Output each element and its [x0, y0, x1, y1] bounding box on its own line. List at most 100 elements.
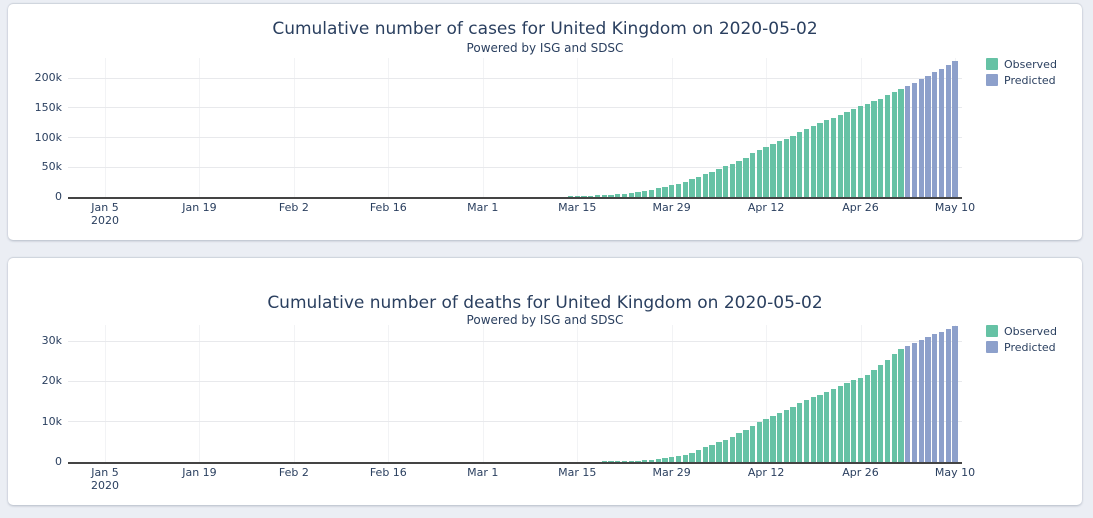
- observed-bar[interactable]: [770, 144, 776, 197]
- predicted-bar[interactable]: [945, 329, 951, 462]
- observed-bar[interactable]: [722, 166, 729, 197]
- observed-bar[interactable]: [675, 183, 682, 197]
- predicted-bar[interactable]: [905, 86, 911, 197]
- legend-item-predicted[interactable]: Predicted: [986, 72, 1057, 88]
- predicted-bar[interactable]: [945, 64, 951, 197]
- observed-bar[interactable]: [898, 348, 904, 462]
- observed-bar[interactable]: [695, 450, 702, 462]
- predicted-bar[interactable]: [911, 342, 918, 462]
- observed-bar[interactable]: [776, 141, 783, 197]
- observed-bar[interactable]: [871, 101, 877, 197]
- observed-bar[interactable]: [898, 88, 904, 197]
- observed-bar[interactable]: [803, 399, 810, 462]
- observed-bar[interactable]: [830, 117, 837, 197]
- observed-bar[interactable]: [763, 419, 769, 462]
- predicted-bar[interactable]: [952, 60, 958, 197]
- observed-bar[interactable]: [891, 353, 897, 462]
- observed-bar[interactable]: [608, 194, 614, 197]
- observed-bar[interactable]: [783, 410, 789, 462]
- observed-bar[interactable]: [817, 122, 823, 197]
- predicted-bar[interactable]: [932, 334, 938, 462]
- observed-bar[interactable]: [891, 91, 897, 197]
- observed-bar[interactable]: [662, 457, 668, 462]
- observed-bar[interactable]: [851, 108, 857, 197]
- observed-bar[interactable]: [797, 132, 803, 197]
- predicted-bar[interactable]: [938, 68, 945, 197]
- observed-bar[interactable]: [736, 433, 742, 462]
- observed-bar[interactable]: [756, 150, 762, 197]
- observed-bar[interactable]: [756, 422, 762, 462]
- observed-bar[interactable]: [581, 196, 587, 197]
- observed-bar[interactable]: [709, 444, 715, 462]
- observed-bar[interactable]: [635, 192, 641, 197]
- observed-bar[interactable]: [588, 195, 594, 197]
- observed-bar[interactable]: [601, 195, 607, 197]
- observed-bar[interactable]: [669, 457, 675, 462]
- observed-bar[interactable]: [749, 425, 756, 462]
- legend-item-observed[interactable]: Observed: [986, 56, 1057, 72]
- observed-bar[interactable]: [770, 416, 776, 462]
- observed-bar[interactable]: [736, 160, 742, 197]
- observed-bar[interactable]: [574, 196, 580, 197]
- observed-bar[interactable]: [830, 389, 837, 462]
- observed-bar[interactable]: [844, 111, 850, 197]
- observed-bar[interactable]: [669, 185, 675, 197]
- observed-bar[interactable]: [608, 461, 614, 462]
- observed-bar[interactable]: [642, 460, 648, 462]
- observed-bar[interactable]: [837, 386, 843, 462]
- observed-bar[interactable]: [621, 461, 628, 462]
- observed-bar[interactable]: [851, 380, 857, 462]
- predicted-bar[interactable]: [938, 331, 945, 462]
- predicted-bar[interactable]: [952, 326, 958, 462]
- observed-bar[interactable]: [722, 440, 729, 462]
- observed-bar[interactable]: [864, 374, 870, 462]
- observed-bar[interactable]: [675, 456, 682, 462]
- observed-bar[interactable]: [810, 397, 816, 462]
- observed-bar[interactable]: [702, 447, 709, 462]
- observed-bar[interactable]: [871, 370, 877, 462]
- observed-bar[interactable]: [844, 383, 850, 462]
- observed-bar[interactable]: [628, 460, 634, 462]
- predicted-bar[interactable]: [918, 339, 924, 462]
- observed-bar[interactable]: [648, 190, 655, 197]
- predicted-bar[interactable]: [918, 79, 924, 197]
- observed-bar[interactable]: [601, 461, 607, 462]
- observed-bar[interactable]: [763, 146, 769, 197]
- observed-bar[interactable]: [884, 359, 891, 462]
- observed-bar[interactable]: [878, 98, 884, 197]
- observed-bar[interactable]: [621, 193, 628, 197]
- observed-bar[interactable]: [594, 195, 601, 197]
- observed-bar[interactable]: [790, 406, 796, 462]
- observed-bar[interactable]: [743, 158, 749, 197]
- observed-bar[interactable]: [709, 172, 715, 197]
- observed-bar[interactable]: [797, 403, 803, 462]
- observed-bar[interactable]: [716, 168, 722, 197]
- observed-bar[interactable]: [702, 174, 709, 197]
- observed-bar[interactable]: [857, 106, 864, 197]
- legend-item-observed[interactable]: Observed: [986, 323, 1057, 339]
- observed-bar[interactable]: [743, 429, 749, 462]
- observed-bar[interactable]: [648, 460, 655, 462]
- observed-bar[interactable]: [817, 395, 823, 462]
- predicted-bar[interactable]: [905, 345, 911, 462]
- observed-bar[interactable]: [824, 392, 830, 462]
- observed-bar[interactable]: [682, 182, 688, 197]
- observed-bar[interactable]: [810, 125, 816, 197]
- observed-bar[interactable]: [878, 364, 884, 462]
- observed-bar[interactable]: [689, 452, 695, 462]
- predicted-bar[interactable]: [925, 337, 931, 462]
- observed-bar[interactable]: [729, 164, 736, 197]
- observed-bar[interactable]: [783, 138, 789, 197]
- observed-bar[interactable]: [837, 114, 843, 197]
- observed-bar[interactable]: [884, 95, 891, 197]
- legend-item-predicted[interactable]: Predicted: [986, 339, 1057, 355]
- observed-bar[interactable]: [615, 461, 621, 462]
- observed-bar[interactable]: [655, 188, 661, 197]
- observed-bar[interactable]: [628, 193, 634, 197]
- observed-bar[interactable]: [642, 191, 648, 197]
- predicted-bar[interactable]: [925, 75, 931, 197]
- observed-bar[interactable]: [655, 458, 661, 462]
- predicted-bar[interactable]: [911, 82, 918, 197]
- observed-bar[interactable]: [662, 186, 668, 197]
- observed-bar[interactable]: [689, 179, 695, 197]
